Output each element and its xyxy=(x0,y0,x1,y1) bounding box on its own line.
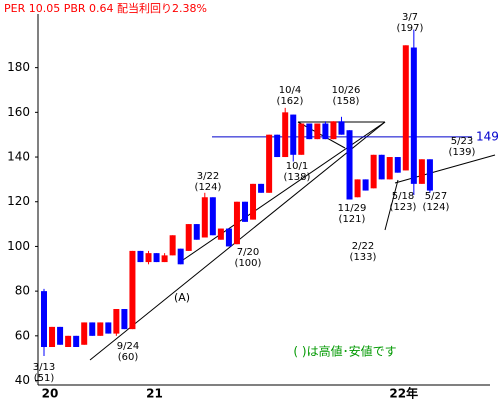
annotation-price: (133) xyxy=(350,252,377,263)
candle-body xyxy=(145,253,152,263)
line-label: (A) xyxy=(174,291,190,304)
candle-body xyxy=(426,159,433,191)
candle-body xyxy=(89,322,96,336)
annotation-date: 7/20 xyxy=(237,247,259,258)
candle-body xyxy=(314,123,321,140)
candle-body xyxy=(233,201,240,245)
candle-body xyxy=(209,197,216,236)
annotation-date: 2/22 xyxy=(352,241,374,252)
annotation-price: (124) xyxy=(195,182,222,193)
y-tick-label: 160 xyxy=(7,105,30,119)
candle-body xyxy=(73,335,80,348)
annotation-date: 5/18 xyxy=(392,191,414,202)
annotation-price: (124) xyxy=(423,202,450,213)
candle-body xyxy=(346,130,353,200)
candle-body xyxy=(129,250,136,330)
candle-body xyxy=(274,134,281,158)
candle-body xyxy=(177,248,184,265)
candle-body xyxy=(161,255,168,263)
reference-label: 149 xyxy=(476,129,499,143)
candle-body xyxy=(370,154,377,189)
candle-body xyxy=(225,228,232,247)
annotation-date: 10/1 xyxy=(286,161,308,172)
x-tick-label: 20 xyxy=(42,387,59,401)
annotation-price: (123) xyxy=(390,202,417,213)
annotation-date: 5/23 xyxy=(451,136,473,147)
annotation-price: (139) xyxy=(449,147,476,158)
y-tick-label: 80 xyxy=(15,284,30,298)
y-tick-label: 180 xyxy=(7,60,30,74)
annotation-date: 10/26 xyxy=(332,85,361,96)
candle-body xyxy=(201,197,208,238)
y-tick-label: 40 xyxy=(15,373,30,387)
candle-body xyxy=(266,134,273,193)
annotation-date: 3/22 xyxy=(197,171,219,182)
annotation-price: (121) xyxy=(339,214,366,225)
annotation-price: (60) xyxy=(118,352,139,363)
candle-body xyxy=(41,291,47,348)
annotation-date: 9/24 xyxy=(117,341,139,352)
candle-body xyxy=(250,183,257,220)
y-tick-label: 100 xyxy=(7,239,30,253)
trend-lines xyxy=(89,121,496,361)
candle-body xyxy=(386,157,393,180)
x-tick-label: 22年 xyxy=(389,386,418,401)
candle-body xyxy=(306,123,313,140)
candle-body xyxy=(185,224,192,251)
candle-body xyxy=(410,47,417,184)
candle-body xyxy=(378,154,385,180)
candle-body xyxy=(338,121,345,135)
candle-body xyxy=(217,228,224,240)
candle-body xyxy=(193,224,200,240)
candle-body xyxy=(322,123,329,140)
candle-body xyxy=(354,179,361,198)
candle-body xyxy=(330,121,337,140)
annotation-date: 11/29 xyxy=(338,203,367,214)
annotation-date: 3/7 xyxy=(402,12,418,23)
candle-body xyxy=(169,235,176,256)
annotation-date: 5/27 xyxy=(425,191,447,202)
candle-body xyxy=(402,45,409,171)
candle-body xyxy=(81,322,88,345)
candle-body xyxy=(362,179,369,191)
candle-body xyxy=(49,326,56,348)
annotation-date: 10/4 xyxy=(279,85,301,96)
annotation-date: 3/13 xyxy=(33,362,55,373)
candle-body xyxy=(298,123,305,155)
candle-body xyxy=(153,253,160,263)
candle-body xyxy=(121,309,128,330)
y-tick-label: 140 xyxy=(7,150,30,164)
candle-body xyxy=(105,322,112,334)
header: PER 10.05 PBR 0.64 配当利回り2.38% xyxy=(4,1,207,15)
candle-body xyxy=(113,309,120,334)
candle-body xyxy=(418,159,425,184)
note: ( )は高値･安値です xyxy=(293,344,396,359)
candle-body xyxy=(57,326,64,345)
annotation-price: (100) xyxy=(235,258,262,269)
candle-body xyxy=(97,322,104,336)
y-tick-label: 120 xyxy=(7,194,30,208)
candle-body xyxy=(290,114,297,155)
y-tick-label: 60 xyxy=(15,328,30,342)
candle-body xyxy=(242,201,248,222)
annotation-price: (197) xyxy=(397,23,424,34)
annotation-price: (158) xyxy=(333,96,360,107)
annotation-price: (51) xyxy=(34,373,55,384)
candle-body xyxy=(65,335,72,348)
annotation-price: (138) xyxy=(284,172,311,183)
candle-body xyxy=(394,157,401,173)
x-tick-label: 21 xyxy=(146,387,163,401)
candle-body xyxy=(282,112,289,158)
candle-body xyxy=(137,250,144,263)
annotation-price: (162) xyxy=(277,96,304,107)
candle-body xyxy=(258,183,265,193)
